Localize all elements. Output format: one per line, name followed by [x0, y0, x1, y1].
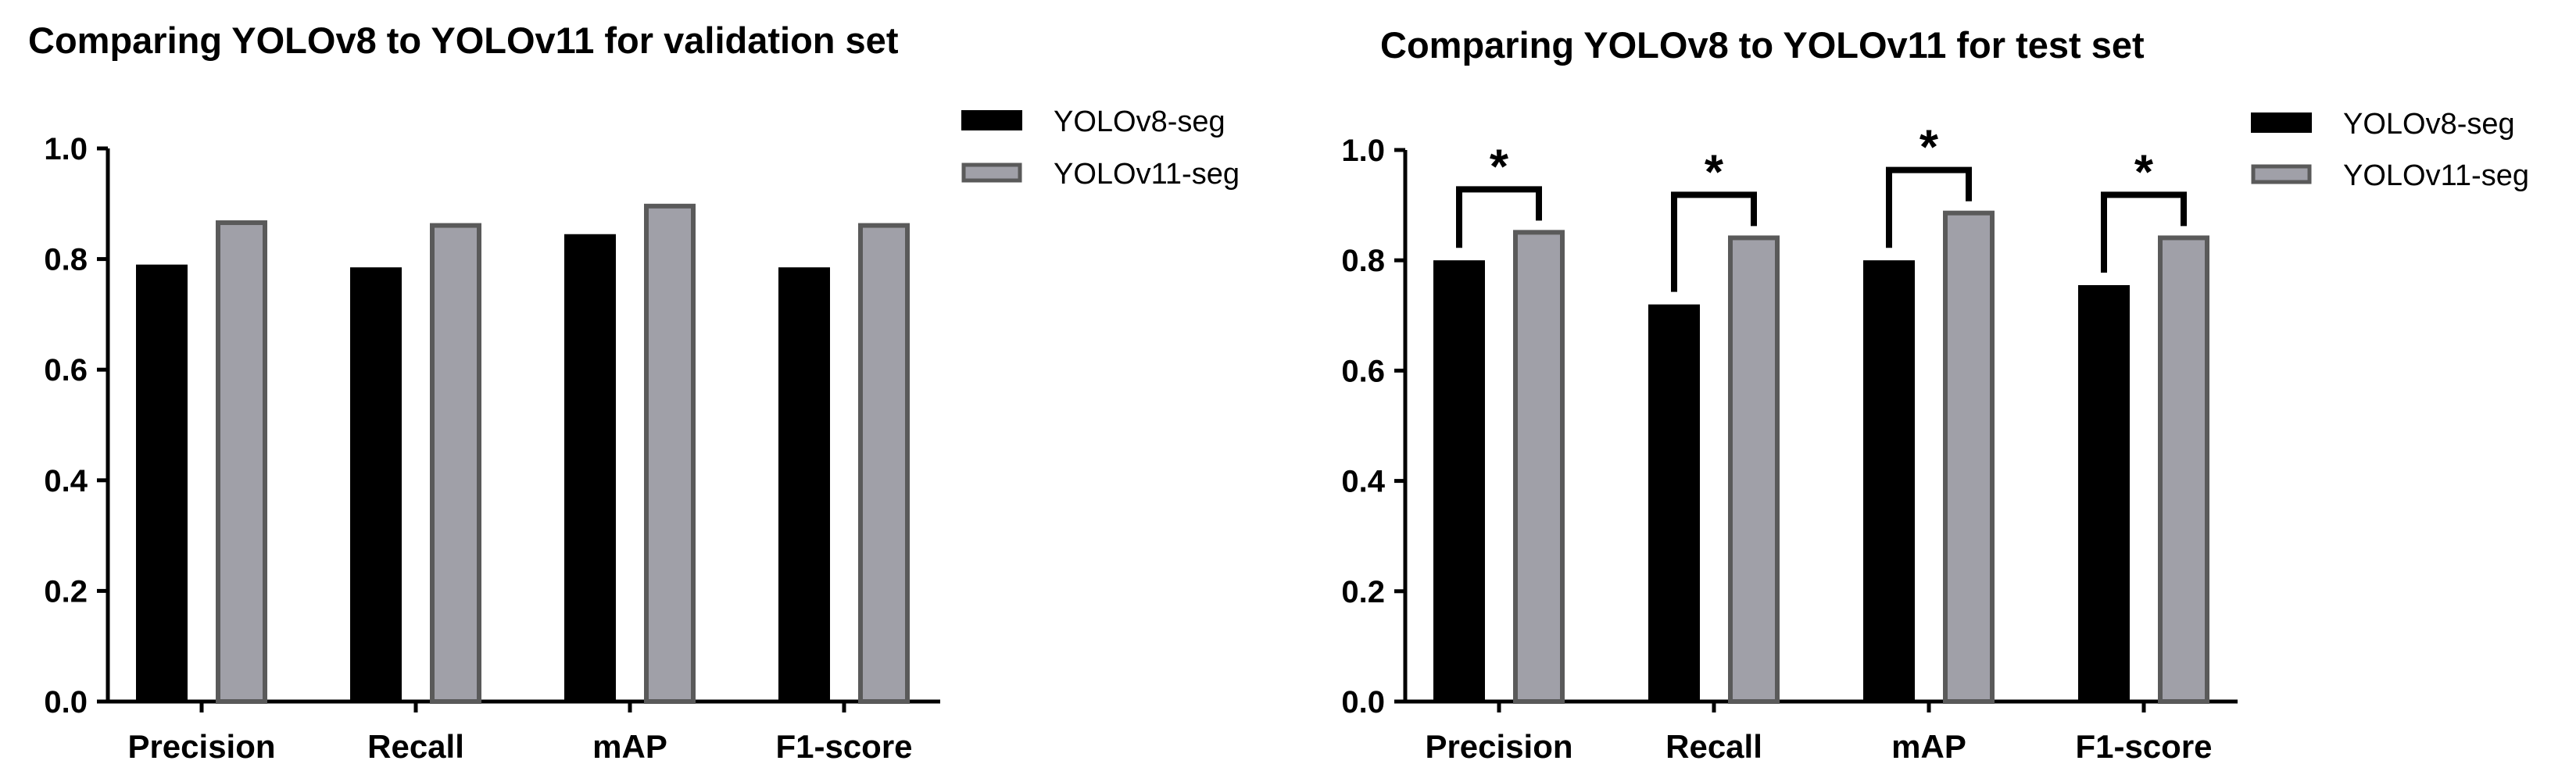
- significance-bracket: [1886, 166, 1972, 248]
- significance-bracket: [2101, 191, 2187, 273]
- legend-swatch: [961, 162, 1022, 183]
- chart-0: Comparing YOLOv8 to YOLOv11 for validati…: [28, 20, 1240, 765]
- y-tick-label: 0.4: [1341, 465, 1385, 499]
- x-tick-label: mAP: [592, 728, 667, 765]
- bar-YOLOv8-seg-Recall: [1648, 304, 1700, 702]
- chart-title: Comparing YOLOv8 to YOLOv11 for validati…: [28, 20, 899, 61]
- legend-label: YOLOv8-seg: [2343, 108, 2515, 141]
- significance-star: *: [1490, 140, 1509, 194]
- bar-YOLOv11-seg-Recall: [430, 223, 481, 704]
- chart-title: Comparing YOLOv8 to YOLOv11 for test set: [1380, 24, 2145, 66]
- y-tick-label: 0.2: [1341, 575, 1385, 609]
- x-tick-label: F1-score: [2075, 728, 2212, 765]
- y-tick-label: 0.8: [44, 243, 88, 277]
- y-tick-label: 0.6: [44, 353, 88, 387]
- y-tick-label: 0.4: [44, 464, 88, 498]
- bar-YOLOv8-seg-mAP: [1863, 260, 1915, 702]
- bar-YOLOv11-seg-Precision: [216, 220, 267, 705]
- legend-label: YOLOv11-seg: [1054, 158, 1240, 191]
- y-tick-label: 0.2: [44, 574, 88, 609]
- significance-star: *: [1919, 121, 1939, 175]
- legend-label: YOLOv11-seg: [2343, 159, 2529, 192]
- significance-star: *: [1705, 145, 1724, 199]
- bar-YOLOv11-seg-mAP: [644, 203, 696, 704]
- significance-star: *: [2134, 145, 2154, 199]
- legend-swatch: [2251, 112, 2312, 133]
- bar-YOLOv11-seg-Precision: [1513, 230, 1565, 704]
- x-tick-label: mAP: [1891, 728, 1966, 765]
- bar-YOLOv8-seg-F1-score: [2078, 284, 2130, 702]
- bar-YOLOv8-seg-Precision: [1433, 260, 1485, 702]
- y-tick-label: 1.0: [1341, 134, 1385, 168]
- x-tick-label: Precision: [127, 728, 275, 765]
- significance-bracket: [1456, 186, 1542, 248]
- legend-swatch: [961, 110, 1022, 130]
- y-tick-label: 0.0: [1341, 685, 1385, 720]
- bar-YOLOv11-seg-mAP: [1943, 210, 1995, 705]
- bar-YOLOv11-seg-Recall: [1728, 235, 1780, 704]
- chart-1: Comparing YOLOv8 to YOLOv11 for test set…: [1341, 24, 2529, 765]
- x-tick-label: F1-score: [775, 728, 912, 765]
- bar-YOLOv8-seg-Recall: [350, 267, 402, 702]
- significance-bracket: [1671, 191, 1757, 292]
- y-tick-label: 0.6: [1341, 354, 1385, 388]
- x-tick-label: Precision: [1425, 728, 1572, 765]
- y-tick-label: 1.0: [44, 132, 88, 166]
- legend-label: YOLOv8-seg: [1054, 105, 1225, 138]
- bar-YOLOv11-seg-F1-score: [858, 223, 910, 704]
- y-tick-label: 0.0: [44, 685, 88, 720]
- bar-YOLOv8-seg-mAP: [564, 234, 616, 702]
- bar-YOLOv11-seg-F1-score: [2158, 235, 2209, 704]
- bar-YOLOv8-seg-Precision: [136, 264, 188, 702]
- x-tick-label: Recall: [1665, 728, 1762, 765]
- bar-YOLOv8-seg-F1-score: [778, 267, 830, 702]
- y-tick-label: 0.8: [1341, 244, 1385, 278]
- legend-swatch: [2251, 164, 2312, 184]
- x-tick-label: Recall: [367, 728, 464, 765]
